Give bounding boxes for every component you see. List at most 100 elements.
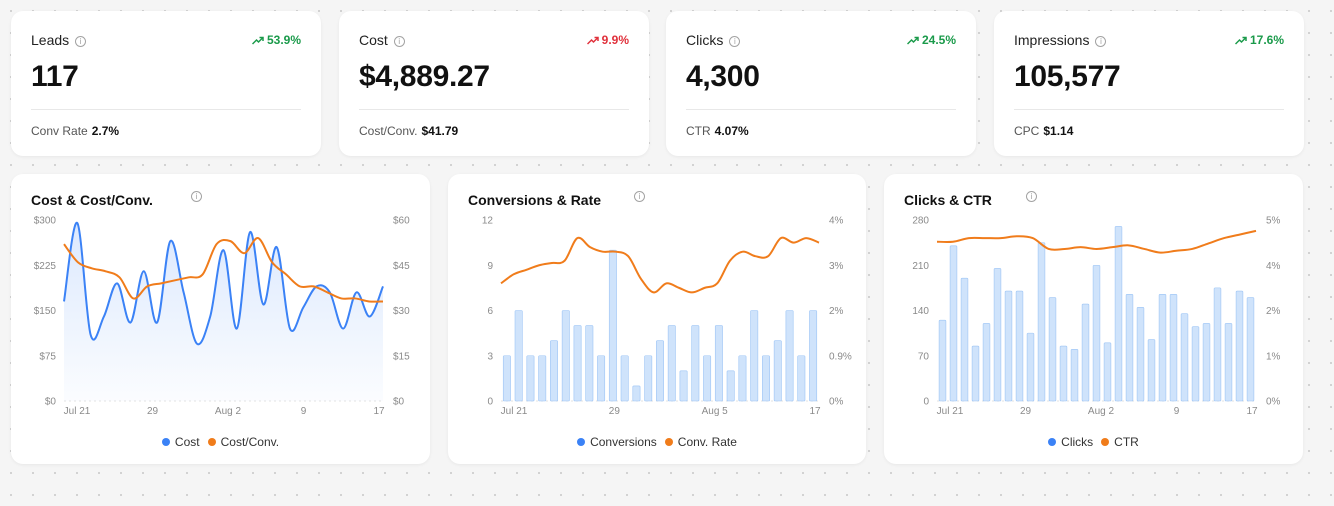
y-left-tick: 210 [912, 261, 929, 272]
bar[interactable] [514, 310, 523, 402]
y-right-tick: 1% [1266, 351, 1281, 362]
y-left-tick: 12 [482, 216, 494, 227]
bar[interactable] [1191, 326, 1200, 402]
bar[interactable] [938, 319, 947, 402]
bar[interactable] [1246, 297, 1255, 402]
kpi-trend: 17.6% [1234, 33, 1284, 47]
bar[interactable] [573, 325, 582, 402]
bar[interactable] [585, 325, 594, 402]
y-left-tick: 140 [912, 306, 929, 317]
legend-item[interactable]: Clicks [1048, 435, 1093, 449]
bar[interactable] [1169, 294, 1178, 402]
bar[interactable] [679, 370, 688, 402]
y-left-tick: 0 [923, 397, 929, 408]
bar[interactable] [644, 355, 653, 402]
bar[interactable] [538, 355, 547, 402]
bar[interactable] [982, 323, 991, 402]
y-right-tick: 4% [829, 216, 844, 227]
bar[interactable] [691, 325, 700, 402]
bar[interactable] [1136, 306, 1145, 402]
bar[interactable] [1092, 264, 1101, 402]
bar[interactable] [656, 340, 664, 402]
bar[interactable] [1048, 297, 1057, 402]
bar[interactable] [667, 325, 676, 402]
bar[interactable] [1103, 342, 1112, 402]
bar[interactable] [971, 345, 980, 402]
series-line[interactable] [936, 229, 1257, 254]
bar[interactable] [561, 310, 570, 402]
legend-item[interactable]: Conversions [577, 435, 657, 449]
info-icon[interactable]: i [729, 36, 741, 47]
bar[interactable] [1037, 242, 1046, 402]
bar[interactable] [726, 370, 735, 402]
kpi-trend: 24.5% [906, 33, 956, 47]
legend-dot [207, 438, 216, 446]
y-left-tick: $300 [34, 216, 57, 227]
y-right-tick: 5% [1266, 216, 1281, 227]
legend-item[interactable]: Conv. Rate [664, 435, 737, 449]
bar[interactable] [550, 340, 558, 402]
bar[interactable] [1059, 345, 1068, 402]
bar[interactable] [632, 385, 641, 402]
bar[interactable] [1081, 303, 1090, 402]
bar[interactable] [993, 268, 1002, 402]
x-tick: Jul 21 [937, 406, 964, 417]
chart-title: Clicks & CTR [904, 192, 992, 208]
info-icon[interactable]: i [1095, 36, 1107, 47]
y-left-tick: 0 [487, 397, 493, 408]
bar[interactable] [809, 310, 818, 402]
bar[interactable] [949, 245, 958, 402]
trend-up-icon [251, 36, 264, 45]
legend-dot [1101, 438, 1110, 446]
bar[interactable] [797, 355, 806, 402]
chart-legend: Conversions Conv. Rate [448, 435, 866, 449]
bar[interactable] [750, 310, 759, 402]
bar[interactable] [620, 355, 629, 402]
bar[interactable] [1202, 323, 1211, 402]
bar[interactable] [1026, 332, 1035, 402]
bar[interactable] [785, 310, 794, 402]
legend-item[interactable]: CTR [1101, 435, 1139, 449]
bar[interactable] [1114, 226, 1123, 402]
series-line[interactable] [63, 222, 384, 346]
bar[interactable] [1224, 323, 1233, 402]
kpi-label: Cost i [359, 32, 405, 48]
bar[interactable] [1235, 290, 1244, 402]
bar[interactable] [1158, 294, 1167, 402]
bar[interactable] [608, 249, 617, 402]
bar[interactable] [1125, 294, 1134, 402]
info-icon[interactable]: i [634, 191, 645, 202]
bar[interactable] [714, 325, 723, 402]
bar[interactable] [960, 277, 969, 402]
bar[interactable] [738, 355, 747, 402]
info-icon[interactable]: i [393, 36, 405, 47]
bar[interactable] [703, 355, 712, 402]
bar[interactable] [1015, 290, 1024, 402]
bar[interactable] [1147, 339, 1156, 402]
bar[interactable] [1213, 287, 1222, 402]
divider [359, 109, 629, 110]
legend-item[interactable]: Cost/Conv. [207, 435, 279, 449]
bar[interactable] [1180, 313, 1189, 402]
info-icon[interactable]: i [191, 191, 202, 202]
bar[interactable] [1004, 290, 1013, 402]
bar[interactable] [762, 355, 770, 402]
bar[interactable] [597, 355, 606, 402]
series-line[interactable] [63, 237, 384, 303]
info-icon[interactable]: i [75, 36, 87, 47]
kpi-value: $4,889.27 [359, 60, 490, 93]
legend-item[interactable]: Cost [161, 435, 200, 449]
bar[interactable] [773, 340, 782, 402]
kpi-value: 4,300 [686, 60, 760, 93]
info-icon[interactable]: i [1026, 191, 1037, 202]
y-right-tick: 2% [829, 306, 844, 317]
series-line[interactable] [500, 236, 820, 294]
kpi-card-clicks: Clicks i 24.5% 4,300 CTR 4.07% [666, 11, 976, 156]
y-left-tick: $225 [34, 261, 57, 272]
bar[interactable] [502, 355, 511, 402]
kpi-trend: 9.9% [586, 33, 629, 47]
kpi-sub: CTR 4.07% [686, 124, 749, 138]
trend-up-icon [586, 36, 599, 45]
bar[interactable] [526, 355, 535, 402]
bar[interactable] [1070, 348, 1079, 402]
